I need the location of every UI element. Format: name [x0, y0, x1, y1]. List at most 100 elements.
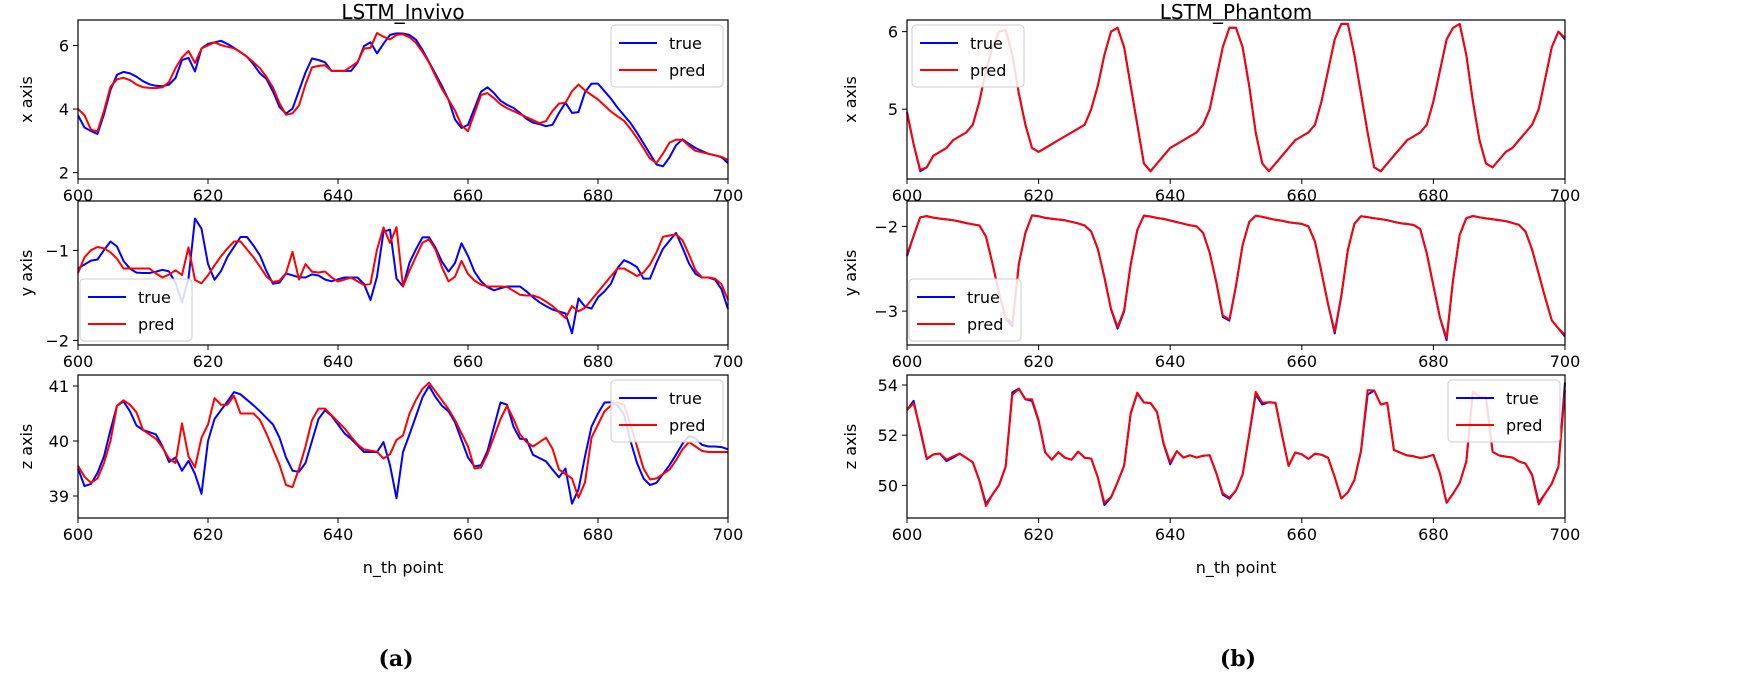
subplot-3: 600 620 640 660 680 700 50 52 54 z axis true pred	[841, 374, 1581, 544]
x-tick-label: 700	[713, 525, 744, 544]
x-tick-label: 640	[323, 186, 354, 205]
x-tick-label: 640	[1155, 352, 1186, 371]
legend-label-true: true	[138, 288, 171, 307]
y-tick-label: −2	[45, 332, 69, 351]
legend-label-true: true	[1506, 389, 1539, 408]
legend-label-true: true	[970, 34, 1003, 53]
x-tick-label: 620	[1023, 186, 1054, 205]
x-tick-label: 700	[713, 352, 744, 371]
x-tick-label: 680	[1418, 186, 1449, 205]
legend: true pred	[1447, 379, 1561, 443]
y-axis-label: z axis	[17, 424, 36, 470]
legend-box	[1447, 379, 1561, 443]
x-tick-label: 600	[63, 186, 94, 205]
subplot-1: 600 620 640 660 680 700 2 4 6 x axis true pred	[17, 19, 744, 205]
plot-frame	[77, 200, 729, 346]
x-tick-label: 660	[453, 186, 484, 205]
x-tick-label: 660	[453, 525, 484, 544]
x-tick-label: 700	[1550, 352, 1581, 371]
y-tick-label: 4	[59, 100, 69, 119]
legend: true pred	[79, 278, 193, 342]
series-line-pred	[77, 32, 729, 165]
subplot-3: 600 620 640 660 680 700 39 40 41 z axis true pred	[17, 374, 744, 544]
x-tick-label: 620	[1023, 352, 1054, 371]
x-tick-label: 640	[323, 352, 354, 371]
x-tick-label: 680	[1418, 525, 1449, 544]
y-tick-label: 54	[878, 376, 898, 395]
x-tick-label: 640	[323, 525, 354, 544]
x-tick-label: 600	[892, 352, 923, 371]
figure-caption-b: (b)	[1220, 646, 1256, 672]
x-tick-label: 700	[713, 186, 744, 205]
legend: true pred	[610, 379, 724, 443]
x-tick-label: 680	[583, 186, 614, 205]
legend-label-true: true	[967, 288, 1000, 307]
x-tick-label: 600	[892, 525, 923, 544]
plot-frame	[906, 374, 1566, 519]
x-tick-label: 700	[1550, 186, 1581, 205]
x-tick-label: 620	[193, 525, 224, 544]
x-tick-label: 660	[453, 352, 484, 371]
plot-frame	[77, 374, 729, 519]
x-tick-label: 660	[1287, 186, 1318, 205]
y-axis-label: y axis	[17, 250, 36, 297]
legend: true pred	[908, 278, 1022, 342]
y-tick-label: −3	[874, 302, 898, 321]
legend-label-pred: pred	[1506, 416, 1542, 435]
series-line-pred	[77, 226, 729, 319]
legend-box	[908, 278, 1022, 342]
legend-label-pred: pred	[669, 416, 705, 435]
y-tick-label: 50	[878, 476, 898, 495]
y-tick-label: 2	[59, 164, 69, 183]
x-tick-label: 700	[1550, 525, 1581, 544]
y-tick-label: −1	[45, 242, 69, 261]
x-tick-label: 680	[1418, 352, 1449, 371]
x-axis-label: n_th point	[363, 558, 443, 578]
y-tick-label: 6	[59, 36, 69, 55]
y-tick-label: 41	[49, 377, 69, 396]
legend: true pred	[911, 24, 1025, 88]
series-line-pred	[906, 388, 1566, 507]
legend-label-true: true	[669, 34, 702, 53]
x-tick-label: 680	[583, 525, 614, 544]
legend-label-true: true	[669, 389, 702, 408]
plot-frame	[906, 19, 1566, 180]
y-axis-label: y axis	[841, 250, 860, 297]
figure-caption-a: (a)	[378, 646, 413, 672]
x-tick-label: 640	[1155, 186, 1186, 205]
x-tick-label: 600	[892, 186, 923, 205]
legend: true pred	[610, 24, 724, 88]
x-tick-label: 680	[583, 352, 614, 371]
legend-box	[610, 24, 724, 88]
plot-frame	[906, 200, 1566, 346]
y-tick-label: 5	[888, 100, 898, 119]
y-axis-label: z axis	[841, 424, 860, 470]
legend-box	[610, 379, 724, 443]
subplot-1: 600 620 640 660 680 700 5 6 x axis true pred	[841, 19, 1581, 205]
x-tick-label: 620	[193, 186, 224, 205]
legend-box	[79, 278, 193, 342]
x-tick-label: 620	[193, 352, 224, 371]
legend-box	[911, 24, 1025, 88]
legend-label-pred: pred	[138, 315, 174, 334]
x-tick-label: 640	[1155, 525, 1186, 544]
legend-label-pred: pred	[970, 61, 1006, 80]
x-tick-label: 660	[1287, 352, 1318, 371]
y-axis-label: x axis	[17, 76, 36, 123]
x-tick-label: 600	[63, 525, 94, 544]
y-tick-label: 39	[49, 487, 69, 506]
x-tick-label: 660	[1287, 525, 1318, 544]
x-tick-label: 600	[63, 352, 94, 371]
y-tick-label: 6	[888, 23, 898, 42]
y-tick-label: −2	[874, 217, 898, 236]
legend-label-pred: pred	[967, 315, 1003, 334]
x-axis-label: n_th point	[1196, 558, 1276, 578]
subplot-2: 600 620 640 660 680 700 −2 −1 y axis true pred	[17, 200, 744, 371]
y-axis-label: x axis	[841, 76, 860, 123]
legend-label-pred: pred	[669, 61, 705, 80]
x-tick-label: 620	[1023, 525, 1054, 544]
subplot-2: 600 620 640 660 680 700 −3 −2 y axis true pred	[841, 200, 1581, 371]
